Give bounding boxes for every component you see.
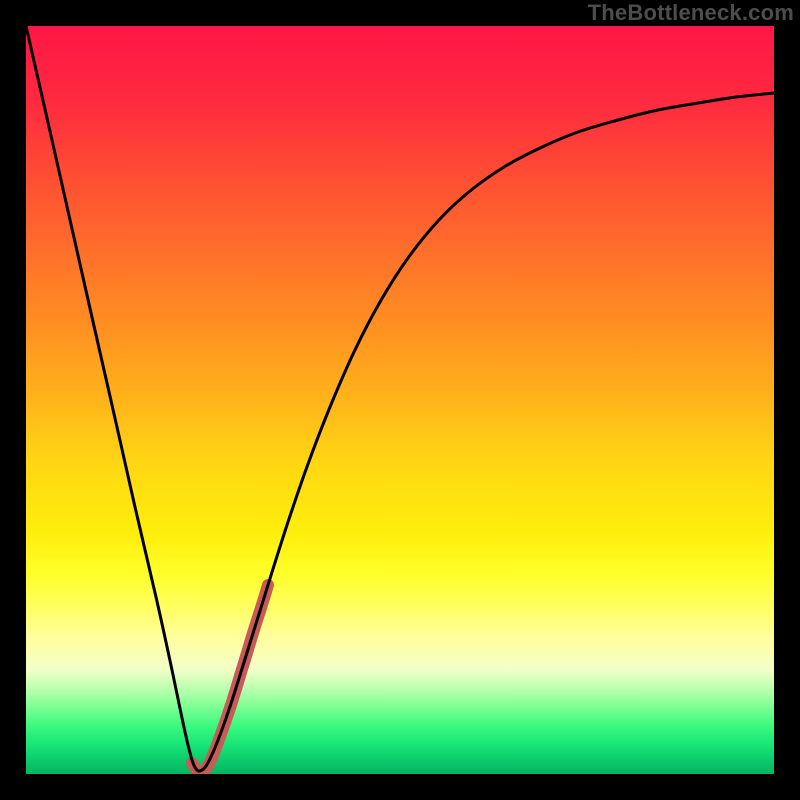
chart-background [26,26,774,774]
chart-svg [0,0,800,800]
watermark-label: TheBottleneck.com [588,0,794,26]
chart-root: TheBottleneck.com [0,0,800,800]
